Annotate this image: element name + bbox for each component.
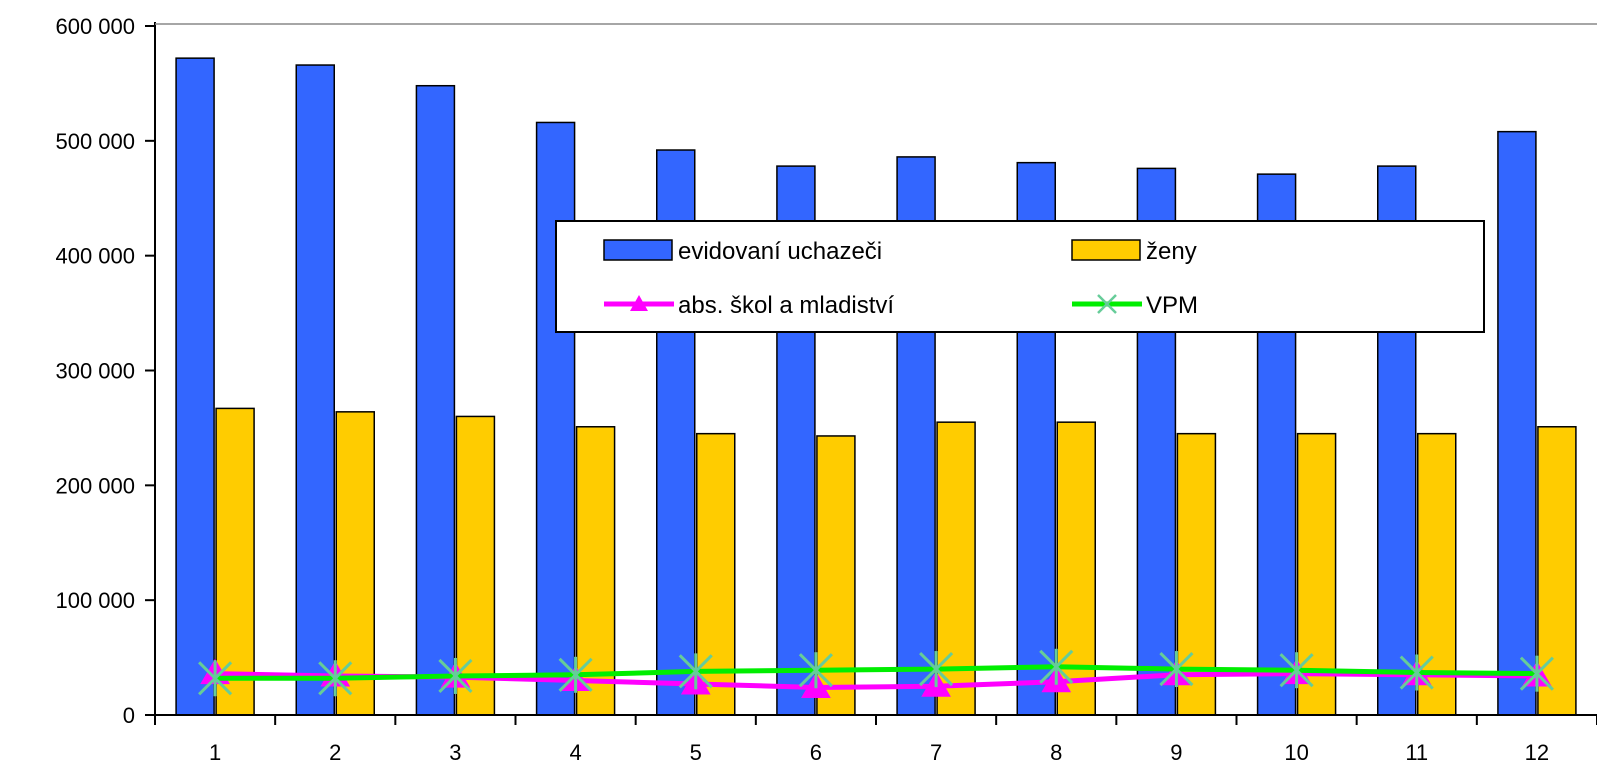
x-tick-label: 12 (1525, 740, 1549, 765)
point-vpm-11 (1399, 654, 1434, 691)
y-tick-label: 0 (123, 703, 135, 728)
x-tick-label: 6 (810, 740, 822, 765)
x-tick-label: 10 (1284, 740, 1308, 765)
y-tick-label: 200 000 (55, 473, 135, 498)
bar-zeny-8 (1056, 421, 1096, 716)
point-vpm-3 (438, 657, 473, 694)
point-vpm-6 (798, 652, 833, 689)
point-vpm-2 (318, 660, 353, 697)
y-tick-label: 600 000 (55, 14, 135, 39)
bar-evidovani-uchazeci-1 (175, 57, 215, 716)
legend-swatch-zeny (1071, 239, 1141, 261)
point-vpm-5 (678, 653, 713, 690)
point-vpm-10 (1279, 652, 1314, 689)
x-tick-label: 7 (930, 740, 942, 765)
bar-evidovani-uchazeci-4 (535, 121, 576, 716)
x-tick-label: 1 (209, 740, 221, 765)
bar-zeny-1 (215, 407, 255, 716)
plot-area (175, 57, 1577, 716)
x-tick-label: 3 (449, 740, 461, 765)
x-tick-label: 11 (1405, 740, 1428, 765)
x-tick-label: 2 (329, 740, 341, 765)
x-tick-label: 4 (569, 740, 581, 765)
x-tick-label: 9 (1170, 740, 1182, 765)
axes: 0 100 000 200 000 300 000 400 000 500 000 600 … (55, 14, 1597, 765)
x-tick-label: 8 (1050, 740, 1062, 765)
bar-zeny-12 (1537, 426, 1577, 716)
bar-evidovani-uchazeci-12 (1497, 130, 1537, 716)
legend-box (555, 220, 1485, 333)
series-line-vpm (215, 664, 1537, 681)
bar-evidovani-uchazeci-3 (415, 84, 456, 716)
y-tick-label: 500 000 (55, 129, 135, 154)
point-vpm-12 (1519, 655, 1554, 692)
y-tick-label: 300 000 (55, 359, 135, 384)
point-vpm-4 (558, 656, 593, 693)
legend-label-zeny: ženy (1146, 238, 1197, 265)
bar-zeny-2 (335, 411, 375, 716)
legend: evidovaní uchazeči ženy abs. škol a mladis… (555, 220, 1485, 333)
y-tick-label: 400 000 (55, 244, 135, 269)
y-tick-label: 100 000 (55, 588, 135, 613)
legend-label-vpm: VPM (1146, 292, 1198, 319)
legend-swatch-evidovani-uchazeci (603, 239, 673, 261)
bar-zeny-6 (816, 435, 856, 716)
point-vpm-1 (198, 660, 233, 697)
legend-marker-vpm (1097, 294, 1117, 314)
bar-evidovani-uchazeci-2 (295, 64, 335, 716)
bar-zeny-5 (696, 432, 736, 716)
legend-label-abs-skol: abs. škol a mladiství (678, 292, 894, 319)
x-tick-label: 5 (690, 740, 702, 765)
point-vpm-8 (1039, 648, 1074, 685)
legend-marker-abs-skol (630, 295, 648, 311)
point-vpm-9 (1159, 651, 1194, 688)
legend-label-evidovani-uchazeci: evidovaní uchazeči (678, 238, 882, 265)
point-vpm-7 (919, 651, 954, 688)
